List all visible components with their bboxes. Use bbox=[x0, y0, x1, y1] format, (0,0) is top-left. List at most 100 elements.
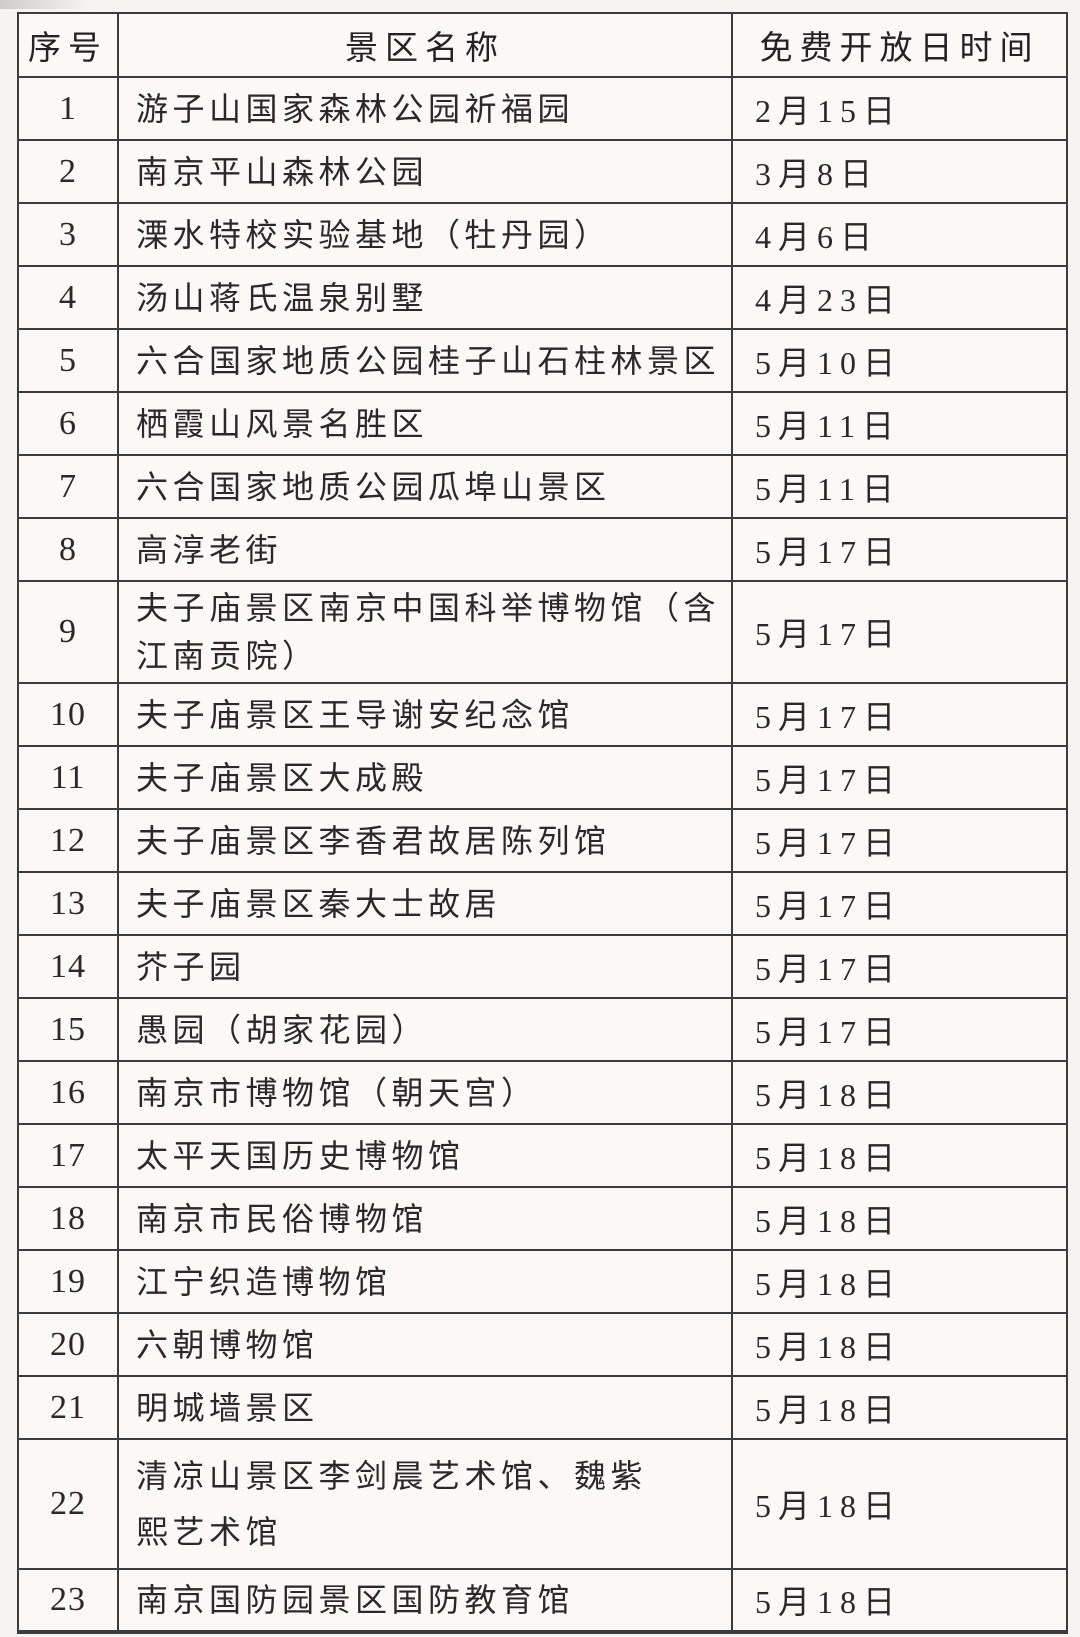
table-row: 13 夫子庙景区秦大士故居 5月17日 bbox=[17, 871, 1068, 936]
scenic-area-name: 夫子庙景区李香君故居陈列馆 bbox=[117, 808, 733, 873]
scenic-area-name: 六朝博物馆 bbox=[117, 1312, 733, 1377]
row-serial-number: 8 bbox=[17, 517, 119, 582]
free-open-date: 5月17日 bbox=[731, 580, 1068, 684]
free-open-date: 5月18日 bbox=[731, 1060, 1068, 1125]
scenic-area-name: 南京平山森林公园 bbox=[117, 139, 733, 204]
free-open-date: 5月18日 bbox=[731, 1375, 1068, 1440]
row-serial-number: 18 bbox=[17, 1186, 119, 1251]
free-open-date: 5月11日 bbox=[731, 391, 1068, 456]
table-header: 序号 景区名称 免费开放日时间 bbox=[17, 12, 1068, 78]
row-serial-number: 3 bbox=[17, 202, 119, 267]
free-open-date: 5月18日 bbox=[731, 1312, 1068, 1377]
table-row: 22 清凉山景区李剑晨艺术馆、魏紫熙艺术馆 5月18日 bbox=[17, 1438, 1068, 1570]
row-serial-number: 12 bbox=[17, 808, 119, 873]
row-serial-number: 16 bbox=[17, 1060, 119, 1125]
row-serial-number: 15 bbox=[17, 997, 119, 1062]
scenic-area-name: 愚园（胡家花园） bbox=[117, 997, 733, 1062]
col-header-scenic-area-name: 景区名称 bbox=[117, 12, 733, 78]
free-open-date: 4月23日 bbox=[731, 265, 1068, 330]
scenic-area-name: 夫子庙景区大成殿 bbox=[117, 745, 733, 810]
scenic-area-name: 南京市民俗博物馆 bbox=[117, 1186, 733, 1251]
table-row: 7 六合国家地质公园瓜埠山景区 5月11日 bbox=[17, 454, 1068, 519]
scenic-area-name: 栖霞山风景名胜区 bbox=[117, 391, 733, 456]
row-serial-number: 22 bbox=[17, 1438, 119, 1570]
table-row: 8 高淳老街 5月17日 bbox=[17, 517, 1068, 582]
scenic-area-name: 夫子庙景区南京中国科举博物馆（含江南贡院） bbox=[117, 580, 733, 684]
col-header-serial-number: 序号 bbox=[17, 12, 119, 78]
row-serial-number: 9 bbox=[17, 580, 119, 684]
free-open-date: 5月10日 bbox=[731, 328, 1068, 393]
row-serial-number: 2 bbox=[17, 139, 119, 204]
table-body: 1 游子山国家森林公园祈福园 2月15日 2 南京平山森林公园 3月8日 3 溧水特校实验基地… bbox=[17, 76, 1068, 1633]
table-row: 9 夫子庙景区南京中国科举博物馆（含江南贡院） 5月17日 bbox=[17, 580, 1068, 684]
row-serial-number: 10 bbox=[17, 682, 119, 747]
scenic-area-free-days-table: 序号 景区名称 免费开放日时间 1 游子山国家森林公园祈福园 2月15日 2 南京平山森… bbox=[17, 12, 1068, 1634]
table-row: 16 南京市博物馆（朝天宫） 5月18日 bbox=[17, 1060, 1068, 1125]
table-row: 10 夫子庙景区王导谢安纪念馆 5月17日 bbox=[17, 682, 1068, 747]
scenic-area-name: 江宁织造博物馆 bbox=[117, 1249, 733, 1314]
table-row: 14 芥子园 5月17日 bbox=[17, 934, 1068, 999]
table-row: 15 愚园（胡家花园） 5月17日 bbox=[17, 997, 1068, 1062]
table-row: 6 栖霞山风景名胜区 5月11日 bbox=[17, 391, 1068, 456]
table-row: 20 六朝博物馆 5月18日 bbox=[17, 1312, 1068, 1377]
scenic-area-name: 高淳老街 bbox=[117, 517, 733, 582]
table-row: 23 南京国防园景区国防教育馆 5月18日 bbox=[17, 1568, 1068, 1633]
scenic-area-name: 南京国防园景区国防教育馆 bbox=[117, 1568, 733, 1633]
scenic-area-name: 夫子庙景区秦大士故居 bbox=[117, 871, 733, 936]
free-open-date: 5月18日 bbox=[731, 1123, 1068, 1188]
table-row: 11 夫子庙景区大成殿 5月17日 bbox=[17, 745, 1068, 810]
table-row: 5 六合国家地质公园桂子山石柱林景区 5月10日 bbox=[17, 328, 1068, 393]
free-open-date: 5月17日 bbox=[731, 808, 1068, 873]
row-serial-number: 4 bbox=[17, 265, 119, 330]
scenic-area-name: 夫子庙景区王导谢安纪念馆 bbox=[117, 682, 733, 747]
scenic-area-name: 清凉山景区李剑晨艺术馆、魏紫熙艺术馆 bbox=[117, 1438, 733, 1570]
row-serial-number: 13 bbox=[17, 871, 119, 936]
scenic-area-name: 六合国家地质公园桂子山石柱林景区 bbox=[117, 328, 733, 393]
scenic-area-name: 太平天国历史博物馆 bbox=[117, 1123, 733, 1188]
table-row: 19 江宁织造博物馆 5月18日 bbox=[17, 1249, 1068, 1314]
row-serial-number: 17 bbox=[17, 1123, 119, 1188]
scenic-area-name: 芥子园 bbox=[117, 934, 733, 999]
table-row: 1 游子山国家森林公园祈福园 2月15日 bbox=[17, 76, 1068, 141]
row-serial-number: 1 bbox=[17, 76, 119, 141]
row-serial-number: 23 bbox=[17, 1568, 119, 1633]
scenic-area-name: 南京市博物馆（朝天宫） bbox=[117, 1060, 733, 1125]
table-row: 4 汤山蒋氏温泉别墅 4月23日 bbox=[17, 265, 1068, 330]
table-row: 2 南京平山森林公园 3月8日 bbox=[17, 139, 1068, 204]
row-serial-number: 7 bbox=[17, 454, 119, 519]
free-open-date: 5月17日 bbox=[731, 745, 1068, 810]
free-open-date: 5月18日 bbox=[731, 1438, 1068, 1570]
table-row: 12 夫子庙景区李香君故居陈列馆 5月17日 bbox=[17, 808, 1068, 873]
free-open-date: 5月17日 bbox=[731, 997, 1068, 1062]
free-open-date: 5月11日 bbox=[731, 454, 1068, 519]
table-row: 18 南京市民俗博物馆 5月18日 bbox=[17, 1186, 1068, 1251]
free-open-date: 2月15日 bbox=[731, 76, 1068, 141]
row-serial-number: 11 bbox=[17, 745, 119, 810]
row-serial-number: 19 bbox=[17, 1249, 119, 1314]
row-serial-number: 20 bbox=[17, 1312, 119, 1377]
free-open-date: 5月18日 bbox=[731, 1186, 1068, 1251]
scenic-area-name: 明城墙景区 bbox=[117, 1375, 733, 1440]
row-serial-number: 21 bbox=[17, 1375, 119, 1440]
scan-edge-smudge bbox=[0, 0, 90, 9]
free-open-date: 5月17日 bbox=[731, 517, 1068, 582]
free-open-date: 5月17日 bbox=[731, 682, 1068, 747]
free-open-date: 5月17日 bbox=[731, 934, 1068, 999]
free-open-date: 5月17日 bbox=[731, 871, 1068, 936]
scenic-area-name: 汤山蒋氏温泉别墅 bbox=[117, 265, 733, 330]
row-serial-number: 6 bbox=[17, 391, 119, 456]
scenic-area-name: 溧水特校实验基地（牡丹园） bbox=[117, 202, 733, 267]
scenic-area-name: 游子山国家森林公园祈福园 bbox=[117, 76, 733, 141]
free-open-date: 3月8日 bbox=[731, 139, 1068, 204]
free-open-date: 5月18日 bbox=[731, 1568, 1068, 1633]
header-row: 序号 景区名称 免费开放日时间 bbox=[17, 12, 1068, 78]
table-row: 3 溧水特校实验基地（牡丹园） 4月6日 bbox=[17, 202, 1068, 267]
row-serial-number: 14 bbox=[17, 934, 119, 999]
row-serial-number: 5 bbox=[17, 328, 119, 393]
col-header-free-open-date: 免费开放日时间 bbox=[731, 12, 1068, 78]
free-open-date: 4月6日 bbox=[731, 202, 1068, 267]
scenic-area-name: 六合国家地质公园瓜埠山景区 bbox=[117, 454, 733, 519]
table-row: 21 明城墙景区 5月18日 bbox=[17, 1375, 1068, 1440]
table-row: 17 太平天国历史博物馆 5月18日 bbox=[17, 1123, 1068, 1188]
free-open-date: 5月18日 bbox=[731, 1249, 1068, 1314]
